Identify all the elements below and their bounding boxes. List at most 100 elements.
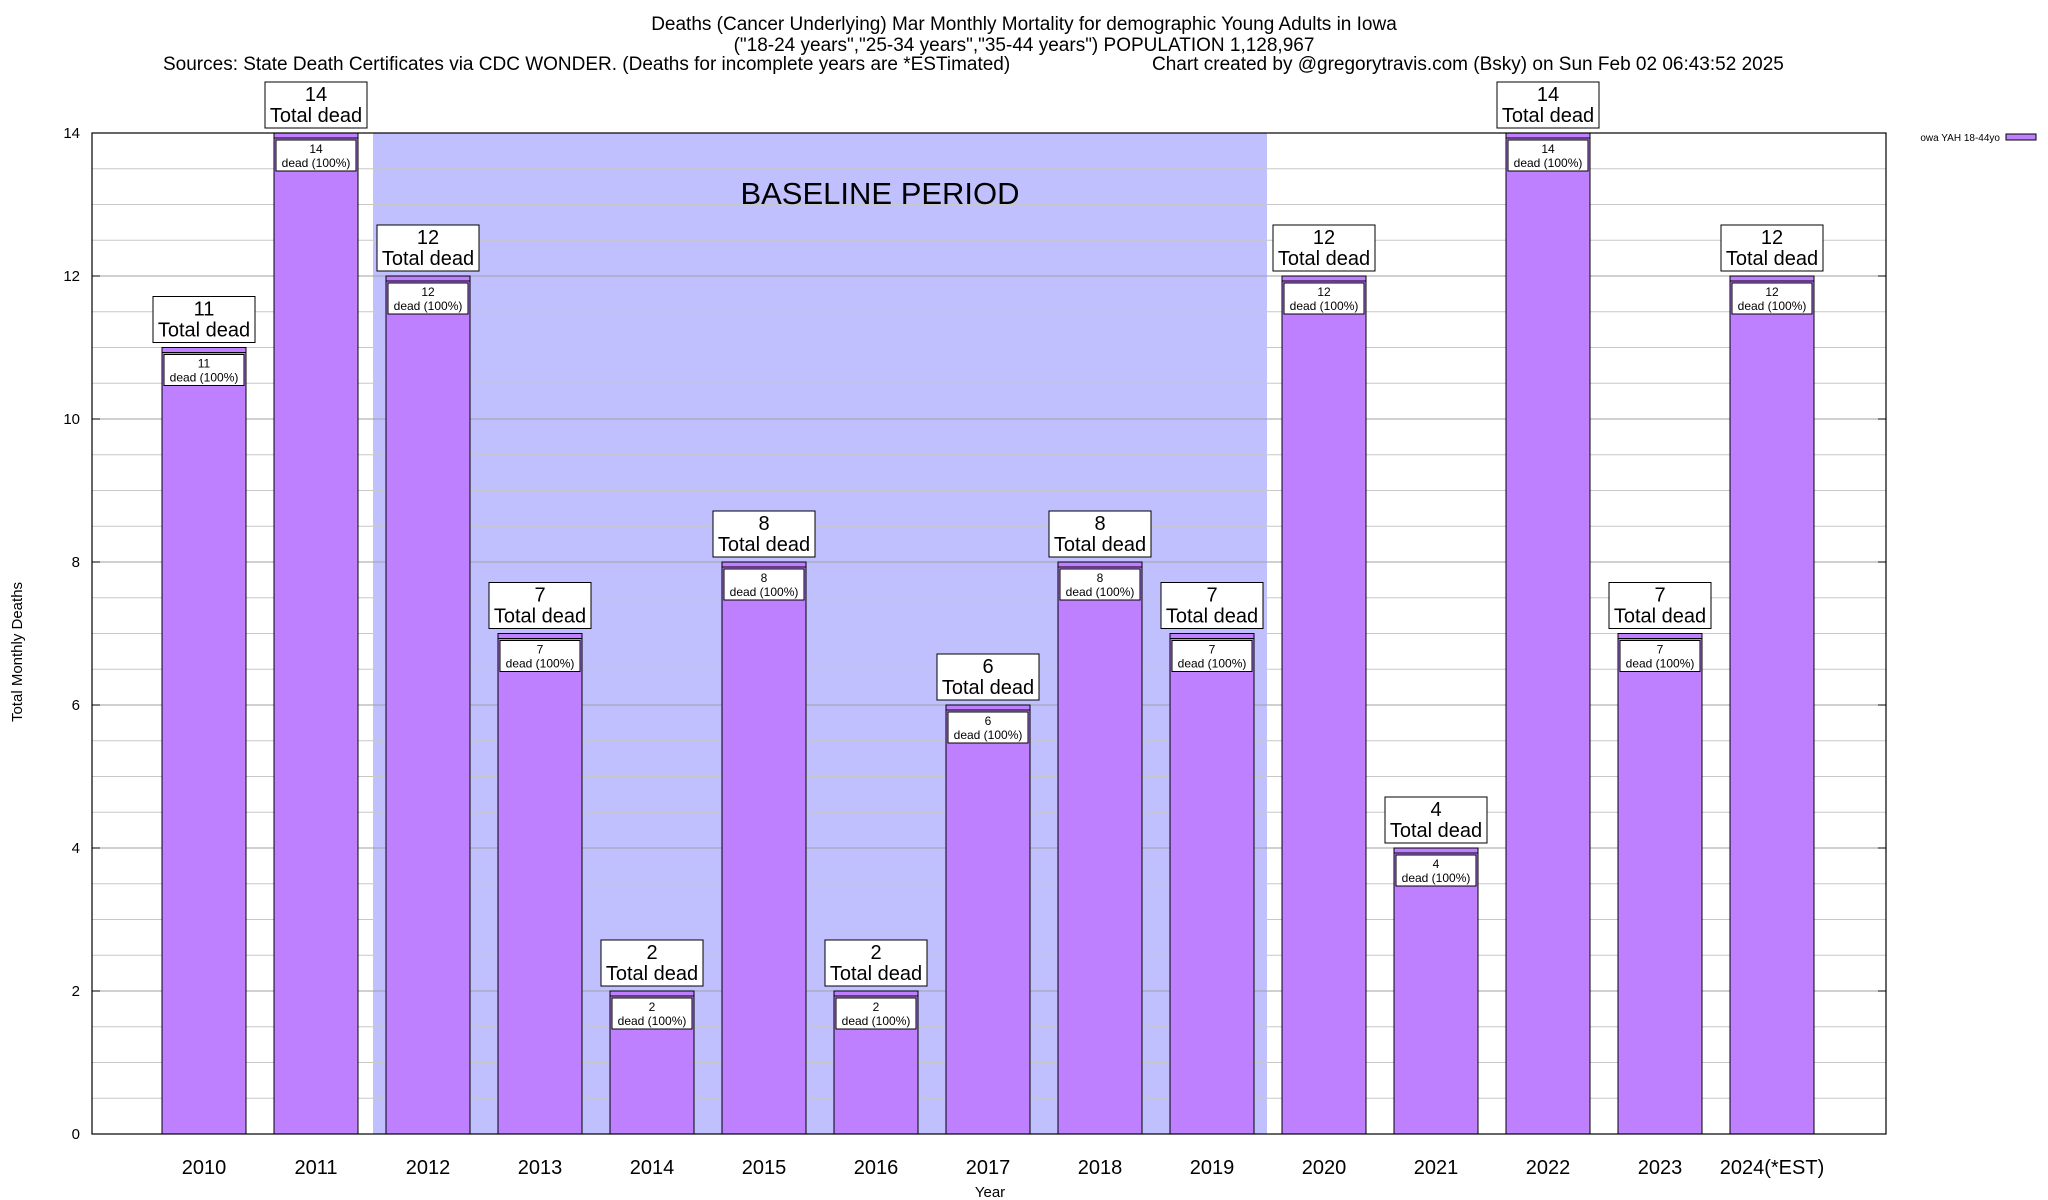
inner-label-box (1059, 568, 1141, 601)
inner-percent-label: dead (100%) (1626, 657, 1695, 671)
inner-label-box (1395, 854, 1477, 887)
total-text-label: Total dead (1502, 105, 1594, 127)
total-value-label: 12 (1313, 227, 1335, 249)
inner-percent-label: dead (100%) (1178, 657, 1247, 671)
inner-label-box (387, 282, 469, 315)
x-category-label: 2015 (742, 1157, 787, 1179)
total-label-box (1160, 582, 1264, 629)
bar (1729, 275, 1815, 1135)
y-tick-label: 12 (63, 268, 80, 285)
chart-title-block: Deaths (Cancer Underlying) Mar Monthly M… (0, 14, 2048, 56)
y-axis-label: Total Monthly Deaths (9, 582, 26, 722)
bar (1505, 132, 1591, 1135)
inner-label-box (611, 997, 693, 1030)
total-label-box (1720, 224, 1824, 272)
x-category-label: 2012 (406, 1157, 451, 1179)
inner-value-label: 4 (1433, 857, 1440, 871)
legend-entry-label: owa YAH 18-44yo (1920, 133, 2000, 144)
total-text-label: Total dead (1054, 534, 1146, 556)
y-tick-label: 10 (63, 411, 80, 428)
x-category-label: 2020 (1302, 1157, 1347, 1179)
bar (1057, 561, 1143, 1135)
bar (721, 561, 807, 1135)
bar (1617, 633, 1703, 1135)
total-value-label: 12 (417, 227, 439, 249)
x-axis-label: Year (975, 1184, 1005, 1200)
x-category-label: 2014 (630, 1157, 675, 1179)
y-tick-label: 6 (72, 697, 80, 714)
y-tick-label: 4 (72, 840, 80, 857)
total-label-box (1608, 582, 1712, 629)
inner-value-label: 12 (421, 285, 435, 299)
total-text-label: Total dead (606, 963, 698, 985)
total-value-label: 7 (1206, 585, 1217, 607)
total-text-label: Total dead (158, 320, 250, 342)
bar (497, 633, 583, 1135)
chart-title: Deaths (Cancer Underlying) Mar Monthly M… (651, 14, 1397, 35)
chart-subtitle: ("18-24 years","25-34 years","35-44 year… (733, 35, 1315, 56)
total-value-label: 4 (1430, 799, 1441, 821)
inner-percent-label: dead (100%) (1066, 585, 1135, 599)
total-text-label: Total dead (1278, 248, 1370, 270)
total-text-label: Total dead (718, 534, 810, 556)
total-value-label: 12 (1761, 227, 1783, 249)
inner-label-box (1283, 282, 1365, 315)
inner-percent-label: dead (100%) (730, 585, 799, 599)
total-value-label: 8 (1094, 513, 1105, 535)
total-text-label: Total dead (1166, 606, 1258, 628)
total-value-label: 8 (758, 513, 769, 535)
inner-percent-label: dead (100%) (1290, 299, 1359, 313)
x-category-label: 2010 (182, 1157, 227, 1179)
x-category-label: 2022 (1526, 1157, 1571, 1179)
inner-value-label: 14 (309, 142, 323, 156)
bar (1281, 275, 1367, 1135)
bar (385, 275, 471, 1135)
legend: owa YAH 18-44yo (1920, 133, 2037, 144)
inner-value-label: 11 (198, 357, 211, 371)
inner-value-label: 7 (1209, 643, 1216, 657)
total-text-label: Total dead (942, 677, 1034, 699)
total-text-label: Total dead (830, 963, 922, 985)
total-value-label: 7 (1654, 585, 1665, 607)
total-value-label: 6 (982, 656, 993, 678)
x-category-label: 2024(*EST) (1720, 1157, 1825, 1179)
inner-value-label: 2 (873, 1000, 880, 1014)
inner-percent-label: dead (100%) (842, 1014, 911, 1028)
x-category-label: 2021 (1414, 1157, 1459, 1179)
total-label-box (488, 582, 592, 629)
plot-border (91, 132, 1887, 1135)
total-text-label: Total dead (1390, 820, 1482, 842)
x-category-label: 2013 (518, 1157, 563, 1179)
y-tick-label: 8 (72, 554, 80, 571)
total-value-label: 2 (870, 942, 881, 964)
legend-swatch (2005, 133, 2037, 141)
bar (1393, 847, 1479, 1135)
total-label-box (264, 81, 368, 129)
total-label-box (376, 224, 480, 272)
inner-percent-label: dead (100%) (394, 299, 463, 313)
total-value-label: 14 (1537, 84, 1559, 106)
total-text-label: Total dead (494, 606, 586, 628)
total-label-box (936, 653, 1040, 701)
inner-value-label: 14 (1541, 142, 1555, 156)
inner-percent-label: dead (100%) (282, 156, 351, 170)
inner-label-box (275, 139, 357, 172)
total-label-box (600, 939, 704, 987)
inner-percent-label: dead (100%) (1738, 299, 1807, 313)
inner-percent-label: dead (100%) (954, 728, 1023, 742)
inner-percent-label: dead (100%) (1514, 156, 1583, 170)
total-text-label: Total dead (382, 248, 474, 270)
inner-value-label: 12 (1765, 285, 1779, 299)
inner-label-box (947, 711, 1029, 744)
total-label-box (1272, 224, 1376, 272)
inner-label-box (835, 997, 917, 1030)
